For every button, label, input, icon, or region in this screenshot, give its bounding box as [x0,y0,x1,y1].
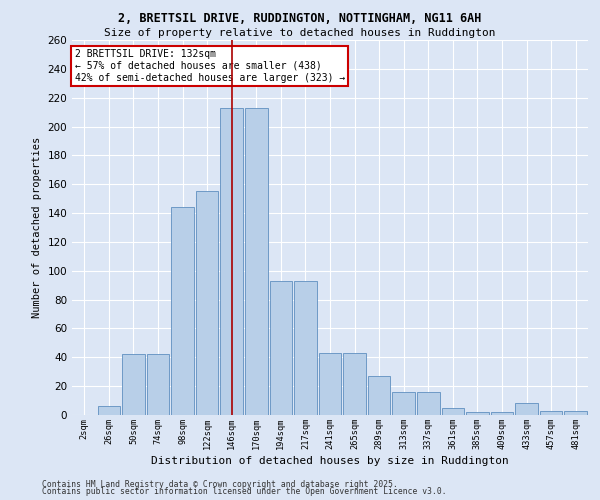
Bar [294,281,317,415]
X-axis label: Distribution of detached houses by size in Ruddington: Distribution of detached houses by size … [151,456,509,466]
Bar [466,412,489,415]
Bar [491,412,514,415]
Text: Contains HM Land Registry data © Crown copyright and database right 2025.: Contains HM Land Registry data © Crown c… [42,480,398,489]
Bar [269,281,292,415]
Bar [343,353,366,415]
Bar [515,404,538,415]
Text: 2 BRETTSIL DRIVE: 132sqm
← 57% of detached houses are smaller (438)
42% of semi-: 2 BRETTSIL DRIVE: 132sqm ← 57% of detach… [74,50,345,82]
Bar [146,354,169,415]
Bar [220,108,243,415]
Text: 2, BRETTSIL DRIVE, RUDDINGTON, NOTTINGHAM, NG11 6AH: 2, BRETTSIL DRIVE, RUDDINGTON, NOTTINGHA… [118,12,482,26]
Bar [540,410,562,415]
Bar [122,354,145,415]
Y-axis label: Number of detached properties: Number of detached properties [32,137,42,318]
Bar [565,410,587,415]
Text: Contains public sector information licensed under the Open Government Licence v3: Contains public sector information licen… [42,487,446,496]
Bar [392,392,415,415]
Bar [417,392,440,415]
Text: Size of property relative to detached houses in Ruddington: Size of property relative to detached ho… [104,28,496,38]
Bar [245,108,268,415]
Bar [319,353,341,415]
Bar [196,192,218,415]
Bar [98,406,120,415]
Bar [368,376,391,415]
Bar [171,208,194,415]
Bar [442,408,464,415]
